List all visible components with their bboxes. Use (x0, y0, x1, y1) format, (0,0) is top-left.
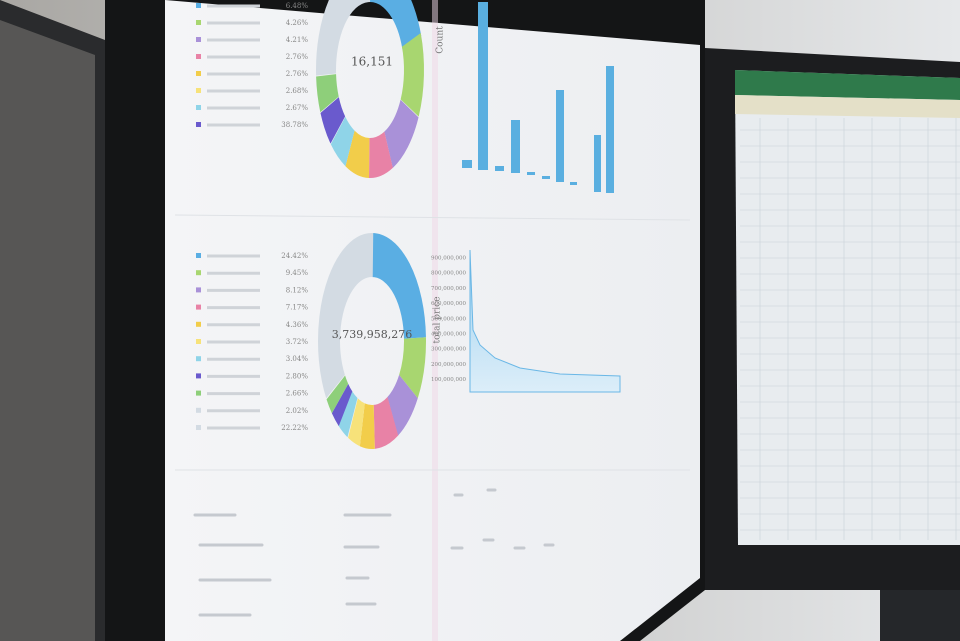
legend-swatch (196, 253, 201, 258)
y-tick-label: 800,000,000 (431, 271, 466, 277)
right-screen (735, 70, 960, 545)
legend-swatch (196, 373, 201, 379)
legend-swatch (196, 304, 201, 310)
legend-swatch (196, 122, 201, 127)
y-tick-label: 300,000,000 (431, 347, 466, 353)
center-value: 3,739,958,276 (332, 328, 412, 341)
legend-value: 2.66% (286, 390, 309, 398)
legend-value: 4.36% (286, 321, 309, 329)
monitor-stand (880, 590, 960, 641)
legend-swatch (196, 407, 201, 413)
legend-value: 2.67% (286, 104, 309, 112)
legend-swatch (196, 339, 201, 344)
legend-swatch (196, 37, 201, 42)
panel-divider (174, 214, 691, 221)
legend-swatch (196, 425, 201, 430)
legend-value: 4.26% (286, 19, 309, 27)
legend-swatch (196, 270, 201, 276)
legend-value: 2.76% (286, 53, 309, 61)
legend-value: 2.76% (286, 70, 309, 78)
y-tick-label: 600,000,000 (431, 301, 466, 307)
legend-value: 6.48% (286, 2, 309, 10)
y-tick-label: 500,000,000 (431, 316, 466, 322)
legend-value: 22.22% (281, 424, 308, 432)
spreadsheet-grid (740, 118, 960, 540)
spreadsheet-ribbon (735, 70, 960, 100)
y-axis-label: total price (433, 296, 443, 343)
legend-value: 3.04% (286, 355, 309, 363)
legend-swatch (196, 321, 201, 327)
legend-swatch (196, 356, 201, 362)
legend-swatch (196, 390, 201, 396)
legend-value: 7.17% (286, 304, 309, 312)
area-chart (469, 249, 621, 393)
table-placeholder (193, 488, 555, 617)
legend-swatch (196, 105, 201, 110)
y-tick-label: 700,000,000 (431, 286, 466, 292)
bottom-legend: 24.42% 9.45% 8.12% 7.17% 4.36% 3.72% 3.04% 2.80… (196, 252, 308, 432)
legend-value: 8.12% (286, 286, 309, 294)
legend-swatch (196, 287, 201, 293)
legend-swatch (196, 20, 201, 25)
spreadsheet-toolbar (735, 95, 960, 118)
legend-value: 2.02% (286, 407, 309, 415)
y-tick-label: 400,000,000 (431, 332, 466, 338)
legend-value: 9.45% (286, 269, 309, 277)
top-legend: 6.48% 4.26% 4.21% 2.76% 2.76% 2.68% 2.67% 38.78… (196, 2, 308, 129)
y-tick-label: 900,000,000 (431, 256, 466, 262)
legend-value: 4.21% (286, 36, 309, 44)
legend-value: 2.80% (286, 372, 309, 380)
left-screen (0, 20, 95, 641)
y-tick-label: 100,000,000 (431, 377, 466, 383)
legend-swatch (196, 3, 201, 8)
legend-swatch (196, 88, 201, 93)
y-axis-label: Count (436, 26, 446, 54)
center-value: 16,151 (351, 55, 393, 69)
legend-swatch (196, 71, 201, 76)
line-chart-ticks: 900,000,000 800,000,000 700,000,000 600,000… (431, 256, 466, 384)
legend-swatch (196, 54, 201, 59)
legend-value: 38.78% (281, 121, 308, 129)
y-tick-label: 200,000,000 (431, 362, 466, 368)
legend-value: 3.72% (286, 338, 309, 346)
bar-chart (462, 2, 614, 193)
legend-value: 2.68% (286, 87, 309, 95)
legend-value: 24.42% (281, 252, 308, 260)
